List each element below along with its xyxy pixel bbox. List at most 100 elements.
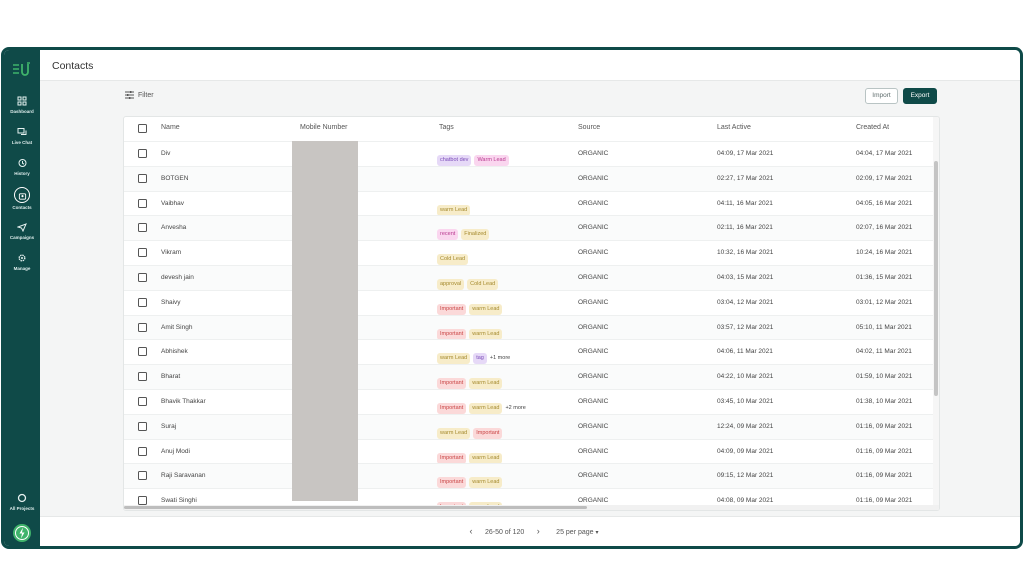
per-page-select[interactable]: 25 per page ▾ [556,529,598,536]
tag-chip[interactable]: Important [437,403,467,414]
prev-page-button[interactable]: ‹ [469,526,473,536]
tag-chip[interactable]: Important [437,378,467,390]
table-row[interactable]: Shaivy Important warm Lead ORGANIC 03:04, 12… [124,289,939,315]
row-checkbox[interactable] [138,397,147,406]
contact-source: ORGANIC [578,224,609,232]
row-checkbox[interactable] [138,322,147,332]
table-row[interactable]: devesh jain approval Cold Lead ORGANIC 04:03… [124,265,939,290]
select-all-checkbox[interactable] [138,124,147,133]
contact-last-active: 04:06, 11 Mar 2021 [717,348,773,356]
next-page-button[interactable]: › [536,526,540,536]
table-row[interactable]: Bharat Important warm Lead ORGANIC 04:22, 10… [124,364,939,390]
sidebar-item-live-chat[interactable]: Live Chat [4,127,40,155]
table-row[interactable]: Div chatbot dev Warm Lead ORGANIC 04:09, 17 … [124,141,939,166]
table-row[interactable]: Anuj Modi Important warm Lead ORGANIC 04:09,… [124,438,939,464]
tag-chip[interactable]: warm Lead [469,328,503,340]
tag-chip[interactable]: warm Lead [437,427,471,439]
column-header-mobile[interactable]: Mobile Number [300,124,348,131]
table-row[interactable]: Anvesha recent Finalized ORGANIC 02:11, 16 M… [124,215,939,241]
tag-chip[interactable]: warm Lead [469,403,503,414]
campaign-icon [17,223,27,232]
sidebar-item-campaigns[interactable]: Campaigns [4,222,40,250]
tag-list: recent Finalized [437,222,492,241]
sidebar-item-all-projects[interactable]: All Projects [4,493,40,521]
table-row[interactable]: Abhishek warm Lead tag +1 more ORGANIC 04:06,… [124,339,939,365]
column-header-last-active[interactable]: Last Active [717,124,751,131]
vertical-scroll-thumb[interactable] [934,161,938,396]
filter-label: Filter [138,91,154,99]
table-row[interactable]: Suraj warm Lead Important ORGANIC 12:24, 09 … [124,413,939,439]
tag-chip[interactable]: chatbot dev [437,155,472,166]
contact-created-at: 02:07, 16 Mar 2021 [856,224,913,232]
tag-chip[interactable]: Important [437,328,467,340]
tag-chip[interactable]: Cold Lead [437,254,469,266]
tag-chip[interactable]: Warm Lead [474,155,509,166]
row-checkbox[interactable] [138,223,147,233]
row-checkbox[interactable] [138,273,147,282]
contact-source: ORGANIC [578,174,609,182]
horizontal-scrollbar[interactable] [124,505,939,510]
row-checkbox[interactable] [138,248,147,258]
contact-source: ORGANIC [578,199,609,207]
sidebar-item-contacts[interactable]: Contacts [4,187,40,218]
tag-chip[interactable]: tag [473,353,487,365]
more-tags-link[interactable]: +2 more [505,405,526,411]
table-row[interactable]: Vikram Cold Lead ORGANIC 10:32, 16 Mar 2021… [124,240,939,266]
tag-chip[interactable]: Finalized [461,229,490,241]
tag-chip[interactable]: approval [437,279,465,290]
row-checkbox[interactable] [138,446,147,456]
table-row[interactable]: Raji Saravanan Important warm Lead ORGANIC 0… [124,463,939,489]
sidebar-item-manage[interactable]: Manage [4,253,40,281]
row-checkbox[interactable] [138,149,147,158]
table-row[interactable]: Amit Singh Important warm Lead ORGANIC 03:57… [124,314,939,340]
tag-chip[interactable]: recent [437,229,459,241]
contact-source: ORGANIC [578,274,609,281]
tag-chip[interactable]: warm Lead [469,477,503,489]
tag-list: approval Cold Lead [437,272,501,290]
filter-button[interactable]: Filter [125,91,154,99]
horizontal-scroll-thumb[interactable] [124,506,587,509]
tag-chip[interactable]: Important [437,477,467,489]
vertical-scrollbar[interactable] [933,117,939,510]
tag-chip[interactable]: Important [437,303,467,315]
row-checkbox[interactable] [138,297,147,307]
tag-chip[interactable]: warm Lead [437,353,471,365]
tag-chip[interactable]: Cold Lead [467,279,499,290]
sidebar-item-history[interactable]: History [4,158,40,186]
export-button[interactable]: Export [903,88,937,104]
sidebar-item-dashboard[interactable]: Dashboard [4,96,40,124]
contact-name: Div [161,150,171,157]
contact-source: ORGANIC [578,398,609,405]
column-header-source[interactable]: Source [578,124,601,131]
row-checkbox[interactable] [138,471,147,481]
row-checkbox[interactable] [138,421,147,431]
contact-last-active: 02:27, 17 Mar 2021 [717,174,774,182]
tag-chip[interactable]: warm Lead [437,204,471,216]
import-button[interactable]: Import [865,88,898,104]
more-tags-link[interactable]: +1 more [489,355,511,362]
per-page-value: 25 per page [556,529,594,536]
column-header-created-at[interactable]: Created At [856,124,890,131]
profile-bolt-icon[interactable] [13,524,31,542]
table-row[interactable]: BOTGEN ORGANIC 02:27, 17 Mar 2021 02:09, 17… [124,165,939,191]
contact-created-at: 01:16, 09 Mar 2021 [856,422,913,430]
table-row[interactable]: Bhavik Thakkar Important warm Lead +2 more O… [124,389,939,414]
contact-created-at: 01:38, 10 Mar 2021 [856,398,913,405]
tag-chip[interactable]: warm Lead [469,378,503,390]
contact-source: ORGANIC [578,447,609,455]
contact-source: ORGANIC [578,422,609,430]
table-row[interactable]: Vaibhav warm Lead ORGANIC 04:11, 16 Mar 202… [124,190,939,216]
tag-chip[interactable]: warm Lead [469,452,503,464]
column-header-name[interactable]: Name [161,124,180,131]
column-header-tags[interactable]: Tags [439,124,454,131]
row-checkbox[interactable] [138,496,147,506]
tag-chip[interactable]: Important [473,427,503,439]
contact-source: ORGANIC [578,348,609,356]
row-checkbox[interactable] [138,173,147,183]
row-checkbox[interactable] [138,347,147,357]
tag-chip[interactable]: warm Lead [469,303,503,315]
row-checkbox[interactable] [138,372,147,382]
row-checkbox[interactable] [138,198,147,208]
tag-chip[interactable]: Important [437,452,467,464]
